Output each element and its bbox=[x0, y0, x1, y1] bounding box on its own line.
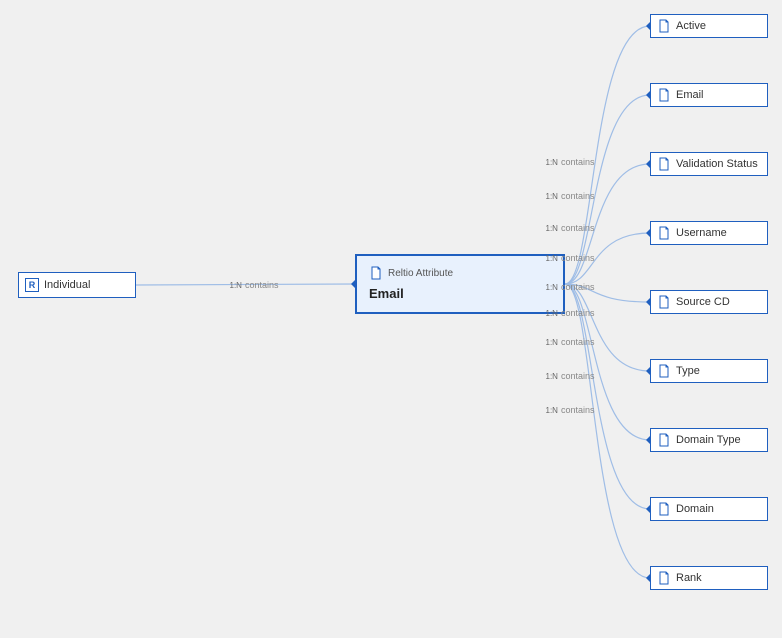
node-label: Validation Status bbox=[676, 158, 758, 170]
node-label: Active bbox=[676, 20, 706, 32]
edge-relation: contains bbox=[561, 157, 595, 167]
edge-cardinality: 1:N bbox=[546, 192, 558, 201]
edge-label: 1:Ncontains bbox=[546, 371, 595, 381]
node-label: Individual bbox=[44, 279, 90, 291]
edge-cardinality: 1:N bbox=[546, 338, 558, 347]
node-email[interactable]: Email bbox=[650, 83, 768, 107]
document-icon bbox=[657, 157, 671, 171]
edge-cardinality: 1:N bbox=[546, 283, 558, 292]
node-label: Rank bbox=[676, 572, 702, 584]
document-icon bbox=[657, 19, 671, 33]
document-icon bbox=[657, 502, 671, 516]
edge-label: 1:Ncontains bbox=[546, 191, 595, 201]
edge-label: 1:Ncontains bbox=[230, 280, 279, 290]
central-title: Email bbox=[369, 286, 551, 301]
edge-relation: contains bbox=[561, 308, 595, 318]
document-icon bbox=[657, 571, 671, 585]
edge-label: 1:Ncontains bbox=[546, 282, 595, 292]
node-individual[interactable]: R Individual bbox=[18, 272, 136, 298]
node-label: Source CD bbox=[676, 296, 730, 308]
node-validation[interactable]: Validation Status bbox=[650, 152, 768, 176]
node-domain[interactable]: Domain bbox=[650, 497, 768, 521]
node-sourcecd[interactable]: Source CD bbox=[650, 290, 768, 314]
edge-relation: contains bbox=[561, 405, 595, 415]
edge-cardinality: 1:N bbox=[546, 158, 558, 167]
node-label: Domain Type bbox=[676, 434, 741, 446]
document-icon bbox=[657, 295, 671, 309]
document-icon bbox=[657, 226, 671, 240]
edge-label: 1:Ncontains bbox=[546, 308, 595, 318]
edge-label: 1:Ncontains bbox=[546, 337, 595, 347]
edge-label: 1:Ncontains bbox=[546, 223, 595, 233]
node-label: Domain bbox=[676, 503, 714, 515]
reltio-icon: R bbox=[25, 278, 39, 292]
document-icon bbox=[369, 266, 383, 280]
node-email-attribute[interactable]: Reltio Attribute Email bbox=[355, 254, 565, 314]
node-active[interactable]: Active bbox=[650, 14, 768, 38]
document-icon bbox=[657, 88, 671, 102]
node-label: Username bbox=[676, 227, 727, 239]
edge-relation: contains bbox=[245, 280, 279, 290]
edge-label: 1:Ncontains bbox=[546, 405, 595, 415]
edge-cardinality: 1:N bbox=[546, 406, 558, 415]
edge-relation: contains bbox=[561, 191, 595, 201]
node-label: Type bbox=[676, 365, 700, 377]
node-type[interactable]: Type bbox=[650, 359, 768, 383]
node-label: Email bbox=[676, 89, 704, 101]
edge-cardinality: 1:N bbox=[546, 254, 558, 263]
edge-relation: contains bbox=[561, 282, 595, 292]
document-icon bbox=[657, 364, 671, 378]
central-subtitle: Reltio Attribute bbox=[388, 268, 453, 279]
diagram-canvas: { "canvas": { "width": 782, "height": 63… bbox=[0, 0, 782, 638]
edge-relation: contains bbox=[561, 371, 595, 381]
central-subtitle-row: Reltio Attribute bbox=[369, 266, 551, 280]
edge-cardinality: 1:N bbox=[546, 224, 558, 233]
svg-text:R: R bbox=[29, 280, 36, 290]
node-username[interactable]: Username bbox=[650, 221, 768, 245]
node-rank[interactable]: Rank bbox=[650, 566, 768, 590]
edge-relation: contains bbox=[561, 223, 595, 233]
edge-cardinality: 1:N bbox=[546, 309, 558, 318]
edge-cardinality: 1:N bbox=[546, 372, 558, 381]
edge-relation: contains bbox=[561, 337, 595, 347]
edge-cardinality: 1:N bbox=[230, 281, 242, 290]
document-icon bbox=[657, 433, 671, 447]
node-domaintype[interactable]: Domain Type bbox=[650, 428, 768, 452]
edge-label: 1:Ncontains bbox=[546, 253, 595, 263]
edge-relation: contains bbox=[561, 253, 595, 263]
edge-label: 1:Ncontains bbox=[546, 157, 595, 167]
